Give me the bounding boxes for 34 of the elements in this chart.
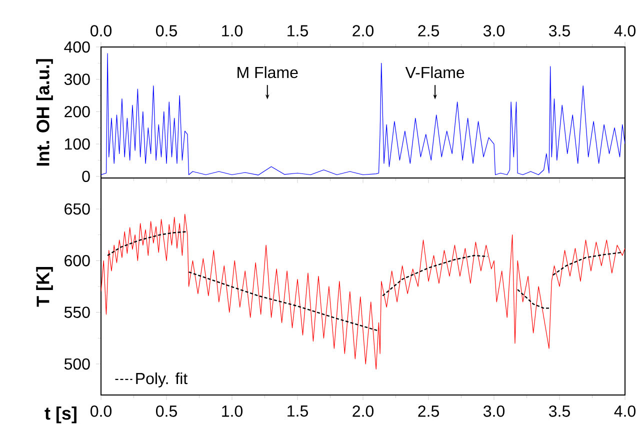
y-axis-title: T [K] [36, 267, 53, 307]
y-tick-label: 0 [82, 170, 90, 182]
x-tick-label: 0.5 [156, 25, 177, 36]
x-tick-label: 4.0 [614, 406, 636, 417]
y-axis-title: Int. OH [a.u.] [36, 59, 53, 166]
y-tick-label: 200 [64, 106, 90, 118]
y-tick-label: 650 [64, 203, 90, 215]
x-tick-label: 3.0 [483, 25, 505, 36]
x-tick-label: 3.0 [483, 406, 505, 417]
x-tick-label: 0.5 [156, 406, 177, 417]
x-tick-label: 0.0 [90, 25, 112, 36]
x-tick-label: 2.5 [418, 406, 439, 417]
y-tick-label: 400 [64, 41, 90, 53]
x-axis-title: t [s] [44, 406, 76, 424]
x-tick-label: 3.5 [548, 406, 570, 417]
x-tick-label: 1.5 [288, 25, 308, 36]
y-tick-label: 600 [64, 254, 90, 266]
x-tick-label: 1.0 [222, 406, 243, 417]
line-series [101, 53, 626, 176]
annotation: V-Flame [405, 66, 464, 78]
y-tick-label: 550 [64, 306, 90, 318]
annotation: M Flame [238, 66, 298, 78]
x-tick-label: 1.5 [288, 406, 308, 417]
y-tick-label: 300 [64, 74, 90, 85]
x-tick-label: 2.0 [352, 406, 374, 417]
x-tick-label: 4.0 [614, 25, 636, 36]
x-tick-label: 1.0 [222, 25, 243, 36]
y-tick-label: 100 [65, 138, 90, 150]
x-tick-label: 2.0 [352, 25, 374, 36]
legend-label: Poly. fit [136, 372, 188, 388]
y-tick-label: 500 [64, 358, 90, 370]
x-tick-label: 2.5 [418, 25, 439, 36]
x-tick-label: 3.5 [548, 25, 570, 36]
x-tick-label: 0.0 [90, 406, 112, 417]
